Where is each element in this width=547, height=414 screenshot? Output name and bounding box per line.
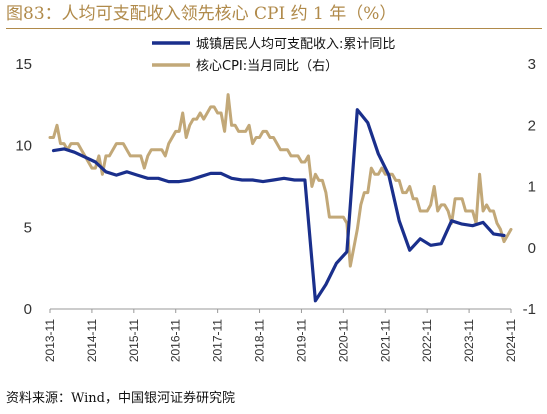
legend-label: 核心CPI:当月同比（右）	[196, 59, 338, 74]
legend-label: 城镇居民人均可支配收入:累计同比	[196, 37, 395, 52]
x-tick-label: 2021-11	[378, 319, 392, 362]
series-line-income	[51, 108, 506, 303]
source-note: 资料来源：Wind，中国银河证券研究院	[6, 391, 235, 406]
series-layer	[48, 93, 513, 303]
y-right-tick-label: 3	[528, 56, 536, 73]
y-left-tick-label: 10	[15, 138, 32, 155]
y-left-tick-label: 5	[24, 219, 32, 236]
x-tick-label: 2024-11	[504, 319, 518, 362]
y-left-tick-label: 0	[24, 301, 32, 318]
x-tick-label: 2014-11	[85, 319, 99, 362]
y-right-tick-label: 0	[528, 240, 536, 257]
figure-title: 图83：人均可支配收入领先核心 CPI 约 1 年（%）	[6, 4, 397, 24]
line-chart: 2013-11 2014-11 2015-11 2016-11 2017-11 2018-…	[15, 37, 536, 362]
series-line-core-cpi	[48, 93, 513, 268]
y-right-tick-label: -1	[523, 301, 536, 318]
x-tick-label: 2013-11	[43, 319, 57, 362]
x-tick-label: 2015-11	[127, 319, 141, 362]
x-tick-label: 2023-11	[462, 319, 476, 362]
axis-layer: 2013-11 2014-11 2015-11 2016-11 2017-11 2018-…	[15, 56, 536, 362]
x-tick-label: 2018-11	[253, 319, 267, 362]
y-right-tick-label: 1	[528, 179, 536, 196]
x-tick-label: 2017-11	[211, 319, 225, 362]
y-left-tick-label: 15	[15, 56, 32, 73]
x-tick-label: 2019-11	[294, 319, 308, 362]
x-tick-label: 2020-11	[336, 319, 350, 362]
x-tick-label: 2022-11	[420, 319, 434, 362]
title-divider	[6, 28, 542, 29]
y-right-tick-label: 2	[528, 117, 536, 134]
x-tick-label: 2016-11	[169, 319, 183, 362]
